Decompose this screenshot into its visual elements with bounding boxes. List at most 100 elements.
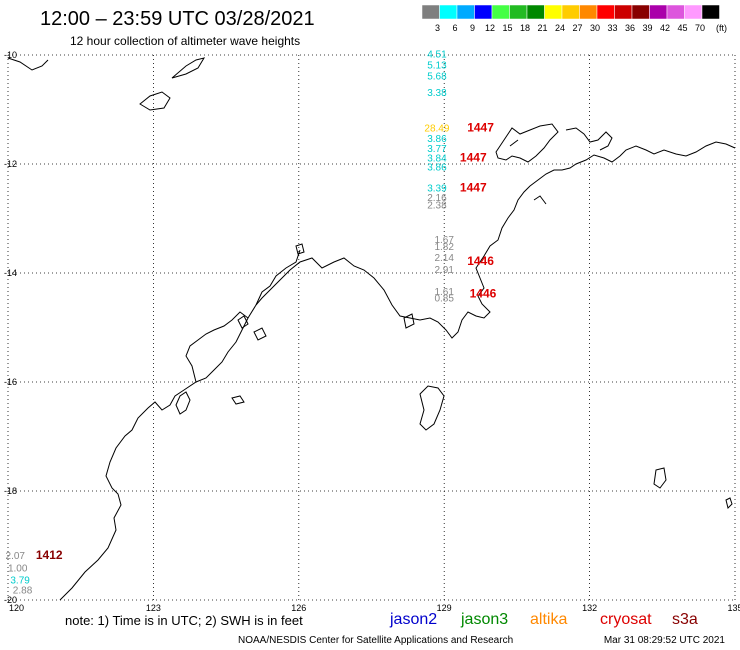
wave-height-legend: 3 6 9 12 15 18 21 24 27 30 33 36 39 42 45 70 — [421, 4, 720, 33]
wave-height-label: 2.07 — [6, 551, 26, 562]
legend-label: 3 — [435, 23, 440, 33]
satellite-cryosat: cryosat — [600, 611, 652, 628]
legend-swatch — [526, 4, 545, 20]
legend-swatch — [614, 4, 633, 20]
legend-label: 24 — [555, 23, 565, 33]
legend-label: 39 — [642, 23, 652, 33]
satellite-altika: altika — [530, 611, 567, 628]
wave-height-label: 28.49 — [424, 123, 449, 134]
longitude-tick-label: 129 — [437, 603, 452, 613]
legend-swatch — [649, 4, 668, 20]
legend-swatch — [509, 4, 528, 20]
legend-label: 9 — [470, 23, 475, 33]
wave-height-label: 3.79 — [10, 576, 30, 587]
bonaparte-islands — [175, 391, 245, 415]
coastline-mainland — [59, 141, 736, 601]
wessel-island — [653, 467, 667, 489]
wave-height-label: 3.77 — [427, 144, 447, 155]
legend-label: 36 — [625, 23, 635, 33]
legend-swatch — [491, 4, 510, 20]
legend-swatch — [666, 4, 685, 20]
latitude-tick-labels: -10 -12 -14 -16 -18 -20 — [4, 50, 17, 605]
latitude-tick-label: -20 — [4, 595, 17, 605]
wave-height-label: 3.86 — [427, 163, 447, 174]
coastal-islets-west — [237, 243, 415, 341]
coastline-kimberley-inlets — [185, 249, 301, 383]
latitude-tick-label: -14 — [4, 268, 17, 278]
pass-time-label: 1447 — [460, 180, 487, 194]
wave-height-label: 2.16 — [427, 193, 447, 204]
figure-title: 12:00 – 23:59 UTC 03/28/2021 — [40, 8, 315, 30]
timor-rote-islands — [7, 57, 206, 111]
coastline — [7, 57, 736, 601]
legend-label: 6 — [452, 23, 457, 33]
wave-height-label: 0.85 — [434, 293, 454, 304]
wave-height-label: 2.38 — [427, 201, 447, 212]
legend-swatch — [439, 4, 458, 20]
latitude-tick-label: -10 — [4, 50, 17, 60]
satellite-jason3: jason3 — [460, 611, 508, 628]
wave-height-label: 1.00 — [8, 564, 28, 575]
longitude-tick-label: 120 — [9, 603, 24, 613]
wave-height-label: 5.13 — [427, 61, 447, 72]
ashmore-cartier-islet — [419, 385, 445, 431]
legend-label: 42 — [660, 23, 670, 33]
latitude-tick-label: -12 — [4, 159, 17, 169]
wave-height-label: 5.68 — [427, 72, 447, 83]
legend-swatch — [474, 4, 493, 20]
longitude-tick-label: 123 — [146, 603, 161, 613]
legend-swatch — [579, 4, 598, 20]
legend-label: 27 — [572, 23, 582, 33]
cobourg-peninsula — [495, 123, 559, 163]
pass-time-label: 1412 — [36, 548, 63, 562]
legend-label: 12 — [485, 23, 495, 33]
latitude-tick-label: -16 — [4, 377, 17, 387]
wave-height-label: 3.39 — [427, 183, 447, 194]
pass-time-labels: 1447 1447 1447 1446 1446 1412 — [36, 120, 497, 562]
legend-swatch — [544, 4, 563, 20]
pass-time-label: 1447 — [460, 150, 487, 164]
arnhem-east — [565, 127, 613, 151]
legend-unit: (ft) — [716, 23, 727, 33]
tiwi-islet — [725, 497, 733, 509]
map-panel: 120 123 126 129 132 135 -10 -12 -14 -16 -18 -20 4.… — [4, 50, 740, 613]
legend-swatch — [596, 4, 615, 20]
legend-swatch — [631, 4, 650, 20]
satellite-s3a: s3a — [672, 611, 698, 628]
satellite-jason2: jason2 — [389, 611, 437, 628]
longitude-tick-labels: 120 123 126 129 132 135 — [9, 603, 740, 613]
wave-height-label: 2.91 — [434, 265, 454, 276]
legend-label: 45 — [677, 23, 687, 33]
bathurst-melville-island — [509, 139, 547, 205]
pass-time-label: 1447 — [467, 120, 494, 134]
longitude-tick-label: 132 — [582, 603, 597, 613]
map-frame — [7, 54, 736, 601]
longitude-tick-label: 126 — [291, 603, 306, 613]
pass-time-label: 1446 — [467, 254, 494, 268]
wave-height-label: 1.61 — [434, 287, 454, 298]
legend-label: 70 — [695, 23, 705, 33]
legend-label: 18 — [520, 23, 530, 33]
legend-label: 21 — [537, 23, 547, 33]
footer-note: note: 1) Time is in UTC; 2) SWH is in fe… — [65, 613, 303, 628]
wave-height-label: 1.82 — [434, 242, 454, 253]
wave-height-label: 1.67 — [434, 235, 454, 246]
legend-swatch — [701, 4, 720, 20]
legend-swatch — [421, 4, 440, 20]
legend-label: 30 — [590, 23, 600, 33]
wave-height-label: 2.14 — [434, 253, 454, 264]
wave-height-observations: 4.515.135.683.3828.493.863.773.843.863.3… — [6, 50, 455, 597]
wave-height-label: 2.88 — [13, 585, 33, 596]
wave-height-label: 4.51 — [427, 50, 447, 61]
wave-height-label: 3.38 — [427, 88, 447, 99]
footer-timestamp: Mar 31 08:29:52 UTC 2021 — [604, 635, 726, 646]
latitude-tick-label: -18 — [4, 486, 17, 496]
wave-height-label: 3.86 — [427, 134, 447, 145]
legend-swatch — [456, 4, 475, 20]
legend-label: 33 — [607, 23, 617, 33]
footer-credit: NOAA/NESDIS Center for Satellite Applica… — [238, 635, 513, 646]
figure-subtitle: 12 hour collection of altimeter wave hei… — [70, 34, 300, 48]
legend-swatch — [561, 4, 580, 20]
legend-label: 15 — [502, 23, 512, 33]
